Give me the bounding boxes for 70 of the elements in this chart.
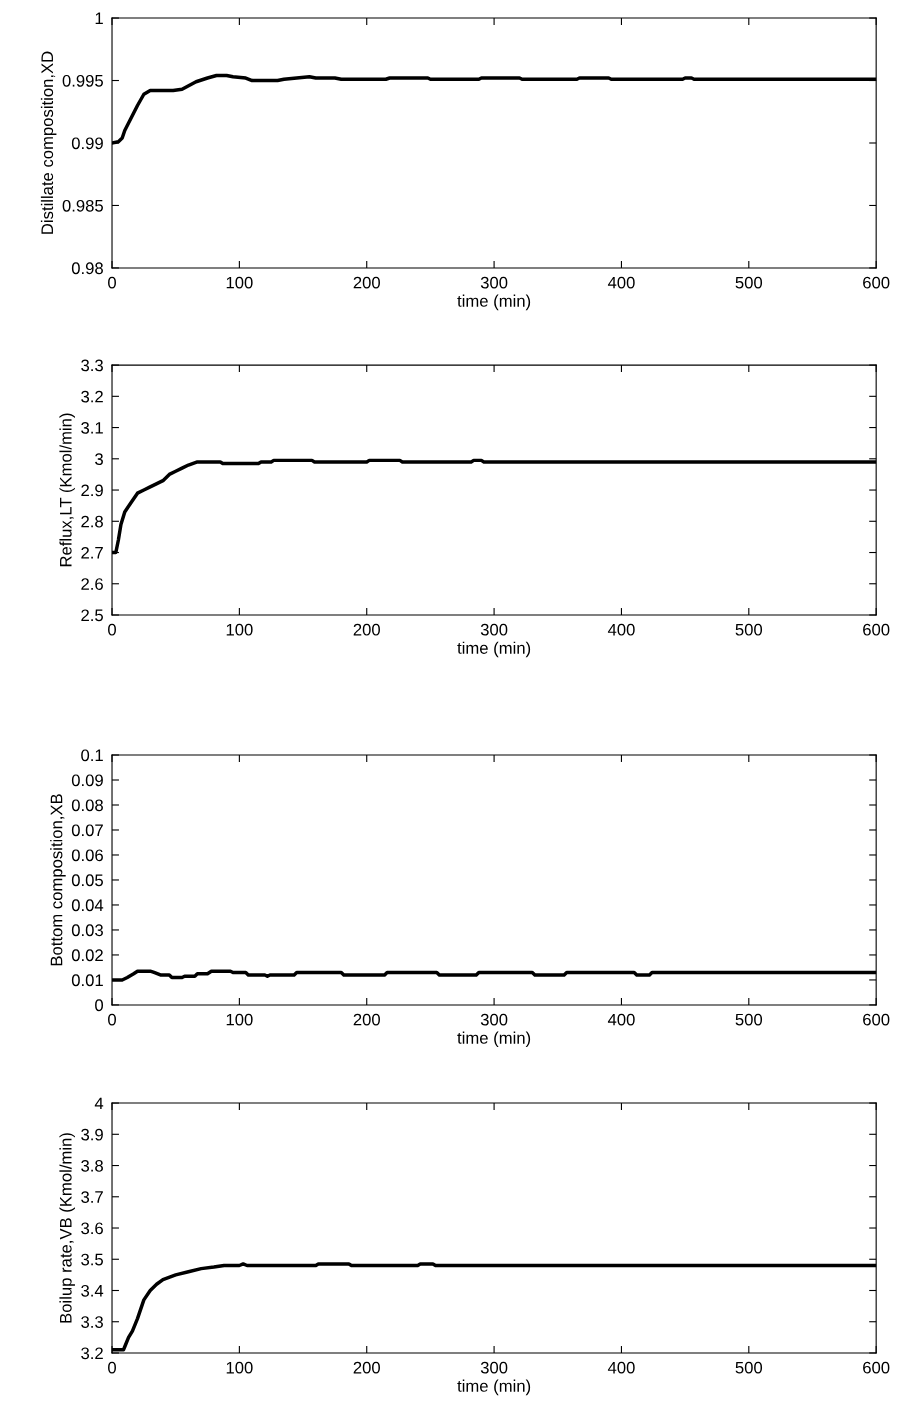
y-axis-title: Distillate composition,XD [40, 51, 57, 234]
x-tick-label: 200 [353, 276, 380, 289]
y-tick-label: 0.1 [81, 749, 103, 762]
y-tick-label: 0.04 [71, 899, 104, 912]
x-tick-label: 500 [735, 276, 763, 289]
y-tick-label: 3.4 [81, 1284, 104, 1297]
x-axis-title: time (min) [457, 1379, 531, 1396]
y-tick-label: 0.985 [62, 199, 103, 212]
y-tick-label: 0.05 [71, 874, 103, 887]
x-tick-label: 500 [735, 1361, 763, 1374]
y-tick-label: 2.8 [81, 515, 103, 528]
y-tick-label: 1 [95, 12, 103, 25]
x-tick-label: 0 [108, 276, 116, 289]
y-axis-title: Bottom composition,XB [50, 794, 66, 966]
x-tick-label: 600 [863, 276, 890, 289]
x-tick-label: 200 [353, 623, 380, 636]
x-axis-title: time (min) [457, 1031, 531, 1048]
y-tick-label: 0.07 [71, 824, 103, 837]
x-tick-label: 500 [735, 1013, 763, 1026]
x-tick-label: 600 [863, 623, 890, 636]
y-tick-label: 0.995 [62, 74, 103, 87]
x-tick-label: 600 [863, 1013, 890, 1026]
y-tick-label: 3 [95, 453, 103, 466]
x-tick-label: 600 [863, 1361, 890, 1374]
x-tick-label: 0 [108, 1013, 116, 1026]
x-axis-title: time (min) [457, 294, 531, 311]
y-tick-label: 3.7 [81, 1191, 103, 1203]
y-tick-label: 3.2 [81, 1347, 103, 1360]
y-tick-label: 0.08 [71, 799, 103, 812]
x-tick-label: 300 [480, 623, 508, 636]
x-tick-label: 400 [607, 276, 635, 289]
x-tick-label: 500 [735, 623, 763, 636]
x-axis-title: time (min) [457, 641, 531, 658]
x-tick-label: 100 [226, 623, 253, 636]
x-tick-label: 400 [607, 623, 635, 636]
x-tick-label: 200 [353, 1013, 380, 1026]
y-tick-label: 0.06 [71, 849, 103, 862]
y-tick-label: 0.09 [71, 774, 103, 787]
y-tick-label: 3.2 [81, 390, 103, 403]
y-tick-label: 4 [94, 1097, 104, 1110]
y-tick-label: 3.3 [81, 359, 103, 372]
y-tick-label: 0 [95, 999, 104, 1012]
y-tick-label: 2.5 [81, 609, 103, 622]
x-tick-label: 300 [480, 1013, 508, 1026]
x-tick-label: 0 [108, 1361, 116, 1374]
y-tick-label: 3.1 [81, 421, 103, 434]
y-tick-label: 2.6 [81, 578, 103, 590]
x-tick-label: 300 [480, 1361, 508, 1374]
x-tick-label: 0 [108, 623, 116, 636]
y-tick-label: 0.01 [71, 974, 103, 987]
x-tick-label: 400 [607, 1013, 635, 1026]
y-tick-label: 0.02 [71, 949, 103, 962]
y-tick-label: 0.03 [71, 924, 103, 937]
x-tick-label: 100 [226, 1013, 253, 1026]
y-tick-label: 3.8 [81, 1159, 103, 1172]
y-axis-title: Reflux,LT (Kmol/min) [59, 413, 75, 567]
y-tick-label: 3.5 [81, 1253, 103, 1266]
x-tick-label: 400 [607, 1361, 635, 1374]
y-tick-label: 0.98 [71, 262, 103, 275]
y-tick-label: 0.99 [71, 137, 103, 150]
y-tick-label: 3.9 [81, 1128, 103, 1141]
x-tick-label: 200 [353, 1361, 380, 1374]
x-tick-label: 100 [226, 276, 253, 289]
x-tick-label: 300 [480, 276, 508, 289]
y-tick-label: 2.9 [81, 484, 103, 497]
x-tick-label: 100 [226, 1361, 253, 1374]
y-tick-label: 3.6 [81, 1222, 103, 1235]
y-tick-label: 3.3 [81, 1316, 103, 1328]
y-axis-title: Boilup rate,VB (Kmol/min) [59, 1133, 75, 1323]
y-tick-label: 2.7 [81, 546, 103, 559]
